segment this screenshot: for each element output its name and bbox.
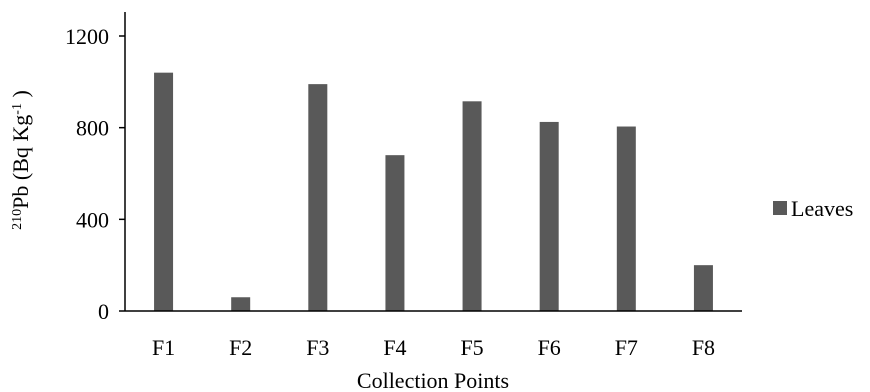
y-tick-label-0: 0: [98, 299, 109, 324]
x-tick-label-f6: F6: [538, 335, 561, 360]
x-ticks-group: F1 F2 F3 F4 F5 F6 F7 F8: [152, 335, 715, 360]
bar-f2: [231, 297, 251, 311]
y-axis-title-superscript: 210: [10, 209, 25, 230]
y-tick-label-800: 800: [76, 116, 109, 141]
y-axis-title-main: Pb (Bq Kg: [8, 115, 33, 209]
bar-f5: [462, 101, 482, 311]
y-axis-title-close: ): [8, 90, 33, 103]
x-tick-label-f4: F4: [383, 335, 406, 360]
y-tick-label-1200: 1200: [65, 24, 109, 49]
y-ticks-group: 0 400 800 1200: [65, 24, 125, 324]
y-tick-label-400: 400: [76, 207, 109, 232]
y-axis-title: 210Pb (Bq Kg-1 ): [8, 90, 33, 230]
bar-f7: [616, 126, 636, 311]
x-tick-label-f7: F7: [615, 335, 638, 360]
legend-label-leaves: Leaves: [791, 196, 853, 221]
x-axis-title: Collection Points: [357, 368, 509, 392]
bar-f8: [693, 265, 713, 311]
bar-f1: [154, 72, 174, 312]
legend: Leaves: [773, 196, 853, 221]
x-tick-label-f3: F3: [306, 335, 329, 360]
bar-f6: [539, 121, 559, 311]
x-tick-label-f8: F8: [692, 335, 715, 360]
y-axis-title-exponent: -1: [10, 103, 25, 115]
bar-f3: [308, 84, 328, 311]
legend-swatch-leaves: [773, 201, 787, 215]
x-tick-label-f2: F2: [229, 335, 252, 360]
bar-f4: [385, 155, 405, 311]
bars-group: [154, 72, 713, 312]
x-tick-label-f1: F1: [152, 335, 175, 360]
x-tick-label-f5: F5: [460, 335, 483, 360]
